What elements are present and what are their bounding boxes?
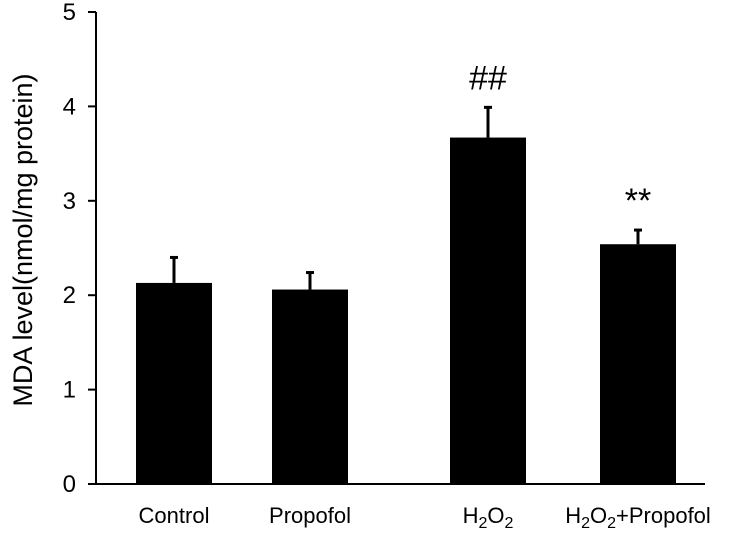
x-tick-label: Propofol — [269, 503, 351, 528]
significance-annotations: ## ** — [469, 59, 651, 220]
bar — [600, 244, 676, 484]
bars — [136, 137, 676, 484]
y-tick-label: 3 — [63, 188, 76, 215]
y-axis-label: MDA level(nmol/mg protein) — [8, 73, 38, 406]
significance-marker: ** — [625, 182, 651, 220]
x-tick-label: H2O2 — [463, 503, 514, 532]
bar — [450, 137, 526, 484]
x-tick-label: Control — [139, 503, 210, 528]
bar — [272, 289, 348, 484]
error-bars — [170, 105, 642, 290]
y-tick-label: 0 — [63, 471, 76, 498]
significance-marker: ## — [469, 59, 507, 97]
bar — [136, 282, 212, 484]
y-axis: 0 1 2 3 4 5 — [63, 0, 97, 498]
y-tick-label: 2 — [63, 282, 76, 309]
y-tick-label: 4 — [63, 93, 76, 120]
x-tick-label: H2O2+Propofol — [565, 503, 711, 532]
y-tick-label: 1 — [63, 377, 76, 404]
y-tick-label: 5 — [63, 0, 76, 26]
x-tick-labels: Control Propofol H2O2 H2O2+Propofol — [139, 503, 711, 532]
y-ticks: 0 1 2 3 4 5 — [63, 0, 96, 498]
